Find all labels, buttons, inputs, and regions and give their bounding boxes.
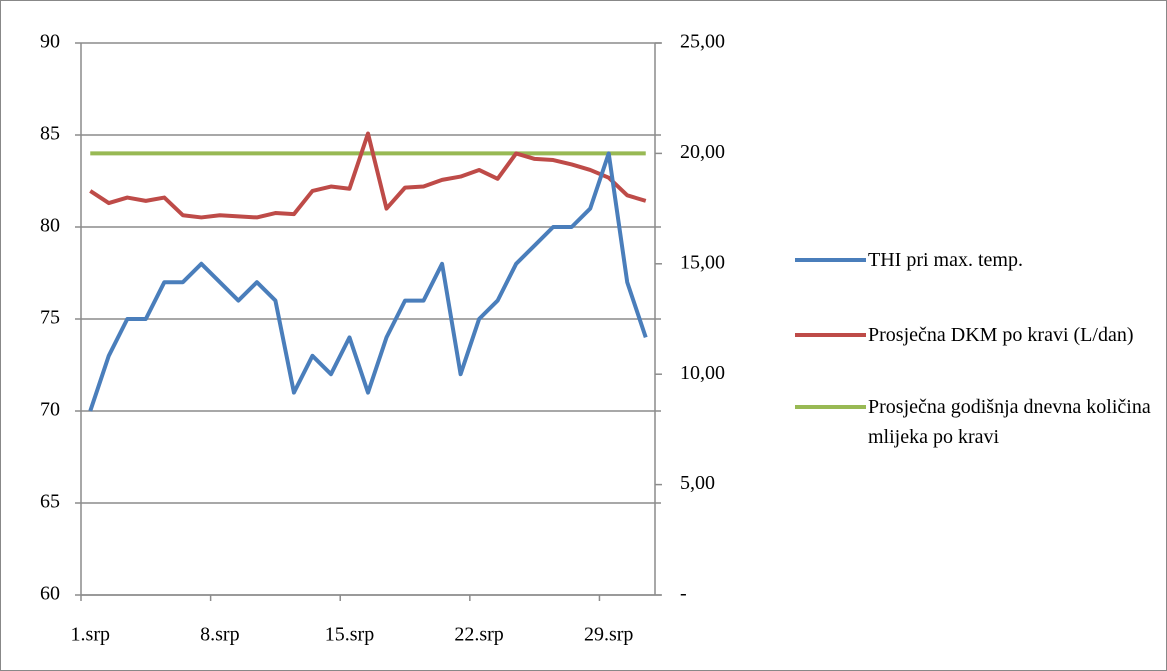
x-tick-label: 1.srp bbox=[71, 624, 110, 646]
y2-tick-label: 20,00 bbox=[680, 141, 725, 163]
x-tick-label: 22.srp bbox=[454, 624, 503, 646]
x-tick-label: 8.srp bbox=[200, 624, 239, 646]
x-tick-label: 15.srp bbox=[325, 624, 374, 646]
y-tick-label: 75 bbox=[40, 307, 60, 329]
y2-tick-label: 10,00 bbox=[680, 362, 725, 384]
y-tick-label: 60 bbox=[40, 583, 60, 605]
y-tick-label: 70 bbox=[40, 399, 60, 421]
y2-tick-label: 5,00 bbox=[680, 472, 715, 494]
y-tick-label: 85 bbox=[40, 123, 60, 145]
legend-label: Prosječna DKM po kravi (L/dan) bbox=[868, 324, 1134, 346]
legend-label: Prosječna godišnja dnevna količina mlije… bbox=[868, 396, 1151, 448]
y-tick-label: 90 bbox=[40, 31, 60, 53]
series-line bbox=[89, 131, 647, 220]
y2-tick-label: 15,00 bbox=[680, 251, 725, 273]
series-line bbox=[88, 151, 648, 412]
legend-label: THI pri max. temp. bbox=[868, 249, 1023, 271]
x-tick-label: 29.srp bbox=[584, 624, 633, 646]
y2-tick-label: 25,00 bbox=[680, 31, 725, 53]
y-tick-label: 80 bbox=[40, 215, 60, 237]
y2-tick-label: - bbox=[680, 583, 687, 605]
y-tick-label: 65 bbox=[40, 491, 60, 513]
